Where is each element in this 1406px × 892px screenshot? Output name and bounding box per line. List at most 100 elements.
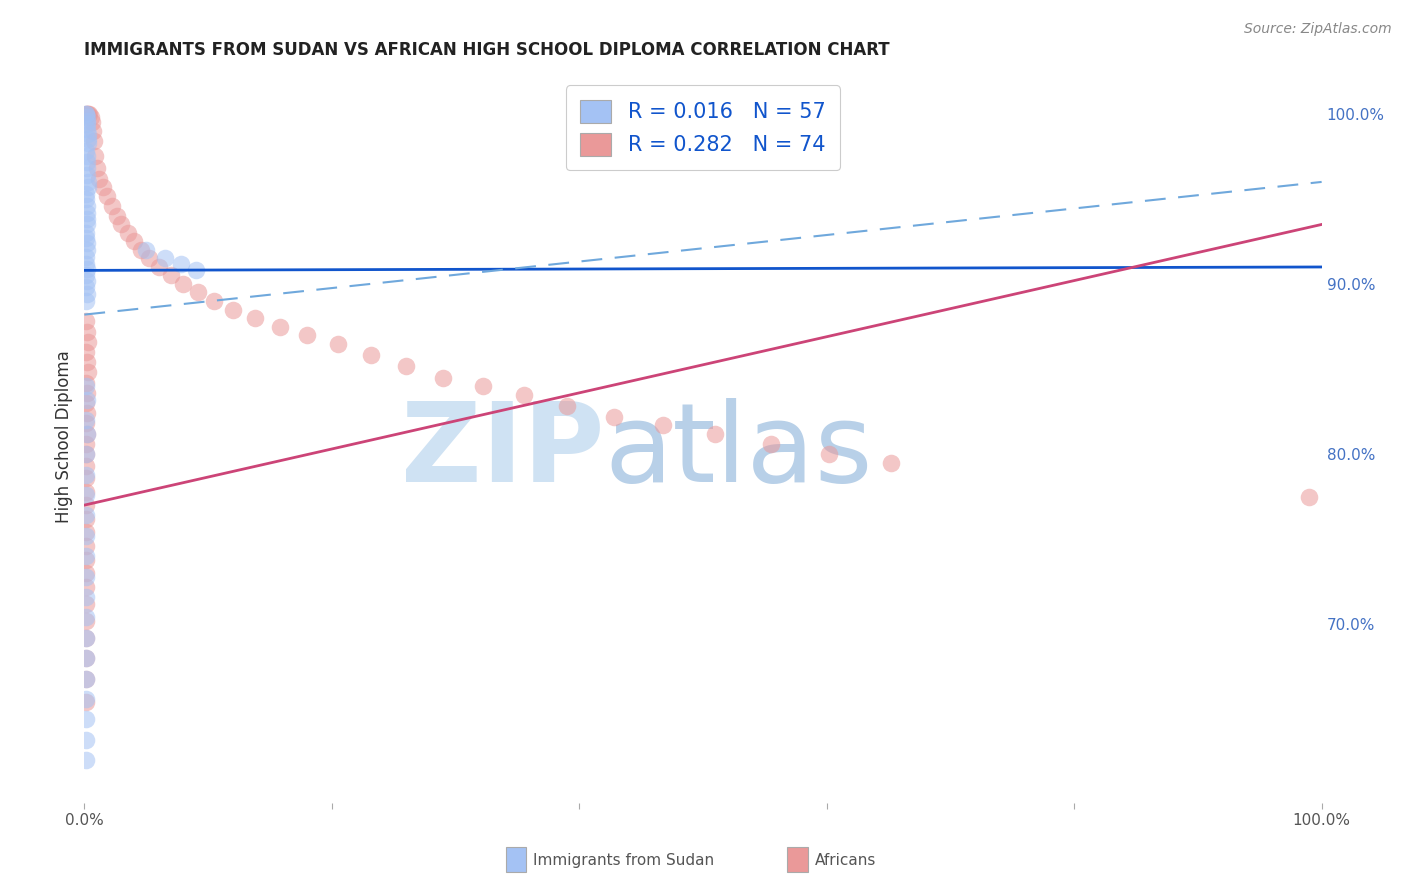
Point	[76, 385, 98, 400]
Point	[83, 134, 105, 148]
Point	[75, 268, 97, 283]
Point	[75, 484, 97, 499]
Point	[117, 226, 139, 240]
Point	[75, 692, 97, 706]
Point	[76, 161, 98, 176]
Point	[75, 695, 97, 709]
Point	[75, 610, 97, 624]
Point	[75, 597, 97, 611]
Point	[395, 359, 418, 373]
Point	[75, 614, 97, 628]
Point	[148, 260, 170, 274]
Point	[76, 212, 98, 227]
Point	[76, 355, 98, 369]
Point	[75, 250, 97, 264]
Point	[75, 256, 97, 270]
Point	[555, 400, 578, 414]
Point	[75, 376, 97, 390]
Point	[75, 525, 97, 540]
Point	[75, 413, 97, 427]
Point	[75, 498, 97, 512]
Point	[76, 149, 98, 163]
Point	[512, 387, 534, 401]
Text: ZIP: ZIP	[401, 398, 605, 505]
Point	[187, 285, 209, 300]
Point	[82, 124, 104, 138]
Point	[91, 180, 114, 194]
Point	[75, 552, 97, 566]
Point	[76, 261, 98, 276]
Point	[75, 732, 97, 747]
Point	[603, 409, 626, 424]
Point	[84, 149, 107, 163]
Point	[129, 243, 152, 257]
Point	[138, 252, 160, 266]
Point	[326, 336, 349, 351]
Point	[77, 107, 100, 121]
Point	[79, 107, 101, 121]
Point	[295, 328, 318, 343]
Point	[89, 171, 111, 186]
Point	[75, 192, 97, 206]
Point	[75, 651, 97, 665]
Point	[759, 437, 782, 451]
Point	[75, 539, 97, 553]
Point	[222, 302, 245, 317]
Point	[76, 205, 98, 219]
Point	[75, 651, 97, 665]
Point	[105, 209, 128, 223]
Point	[172, 277, 194, 291]
Point	[75, 314, 97, 328]
Point	[75, 447, 97, 461]
Point	[75, 753, 97, 767]
Text: Africans: Africans	[814, 854, 876, 868]
Point	[76, 287, 98, 301]
Point	[471, 379, 494, 393]
Point	[432, 370, 454, 384]
Point	[202, 293, 225, 308]
Legend: R = 0.016   N = 57, R = 0.282   N = 74: R = 0.016 N = 57, R = 0.282 N = 74	[565, 86, 841, 170]
Text: atlas: atlas	[605, 398, 873, 505]
Point	[880, 456, 903, 470]
Text: IMMIGRANTS FROM SUDAN VS AFRICAN HIGH SCHOOL DIPLOMA CORRELATION CHART: IMMIGRANTS FROM SUDAN VS AFRICAN HIGH SC…	[84, 41, 890, 59]
Point	[76, 117, 98, 131]
Point	[75, 293, 97, 308]
Point	[75, 186, 97, 201]
Point	[75, 231, 97, 245]
Point	[122, 235, 145, 249]
Point	[110, 218, 132, 232]
Point	[76, 243, 98, 257]
Point	[184, 263, 207, 277]
Point	[75, 107, 97, 121]
Point	[75, 569, 97, 583]
Point	[153, 252, 176, 266]
Point	[75, 467, 97, 482]
Point	[80, 115, 103, 129]
Point	[75, 226, 97, 240]
Point	[96, 188, 118, 202]
Point	[77, 128, 100, 142]
Point	[76, 110, 98, 124]
Point	[75, 508, 97, 523]
Point	[1298, 490, 1320, 504]
Point	[86, 161, 108, 176]
Point	[100, 199, 122, 213]
Point	[76, 406, 98, 420]
Point	[76, 236, 98, 251]
Y-axis label: High School Diploma: High School Diploma	[55, 351, 73, 524]
Text: Source: ZipAtlas.com: Source: ZipAtlas.com	[1244, 22, 1392, 37]
Point	[77, 366, 100, 380]
Point	[75, 529, 97, 543]
Point	[76, 168, 98, 182]
Point	[76, 426, 98, 441]
Point	[76, 154, 98, 169]
Point	[75, 379, 97, 393]
Point	[75, 631, 97, 645]
Point	[243, 311, 266, 326]
Point	[160, 268, 183, 283]
Point	[75, 590, 97, 604]
Point	[360, 348, 382, 362]
Point	[170, 256, 193, 270]
Point	[75, 107, 97, 121]
Point	[75, 672, 97, 686]
